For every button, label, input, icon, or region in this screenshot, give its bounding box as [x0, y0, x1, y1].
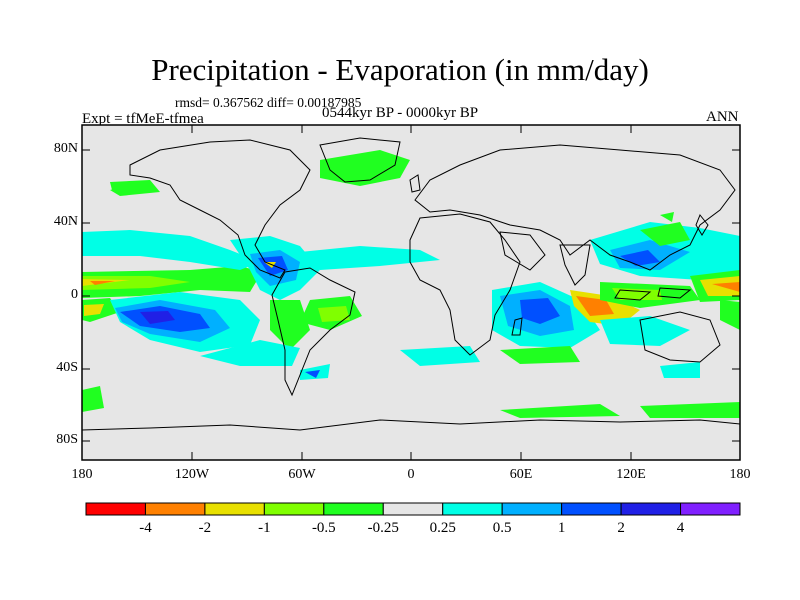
colorbar-label: 1	[557, 520, 566, 536]
lon-label-180e: 180	[729, 467, 751, 482]
colorbar	[85, 502, 741, 516]
lon-label-120w: 120W	[174, 467, 210, 482]
lon-label-180w: 180	[71, 467, 93, 482]
colorbar-segment	[323, 502, 384, 516]
colorbar-label: -1	[258, 520, 271, 536]
lon-label-120e: 120E	[616, 467, 646, 482]
colorbar-segment	[263, 502, 325, 516]
colorbar-label: -0.5	[311, 520, 336, 536]
season-label: ANN	[706, 109, 739, 125]
colorbar-segment	[620, 502, 682, 516]
lon-label-60e: 60E	[509, 467, 533, 482]
colorbar-label: 0.5	[492, 520, 512, 536]
period-label: 0544kyr BP - 0000kyr BP	[322, 105, 479, 121]
colorbar-label: 0.25	[429, 520, 456, 536]
colorbar-segment	[680, 502, 741, 516]
lon-label-0: 0	[407, 467, 415, 482]
stats-text: rmsd= 0.367562 diff= 0.00187985	[175, 95, 362, 110]
map-title: Precipitation - Evaporation (in mm/day)	[151, 52, 649, 87]
colorbar-label: 4	[676, 520, 685, 536]
colorbar-segment	[382, 502, 444, 516]
lat-label-80s: 80S	[56, 432, 78, 447]
lat-tick-marks	[82, 149, 740, 442]
lat-label-40s: 40S	[56, 360, 78, 375]
coastlines	[82, 137, 740, 431]
colorbar-label: 2	[617, 520, 625, 536]
colorbar-segment	[204, 502, 265, 516]
colorbar-segment	[442, 502, 503, 516]
colorbar-segment	[561, 502, 622, 516]
lat-label-0: 0	[71, 287, 78, 302]
lon-tick-marks	[81, 125, 632, 460]
colorbar-segment	[501, 502, 563, 516]
anomaly-shading	[82, 150, 740, 418]
lat-label-80n: 80N	[53, 141, 78, 156]
lon-label-60w: 60W	[288, 467, 316, 482]
colorbar-label: -4	[139, 520, 152, 536]
lat-label-40n: 40N	[53, 214, 78, 229]
colorbar-label: -2	[198, 520, 212, 536]
experiment-label: Expt = tfMeE-tfmea	[82, 111, 204, 127]
colorbar-label: -0.25	[367, 520, 399, 536]
colorbar-segment	[85, 502, 146, 516]
colorbar-segment	[144, 502, 206, 516]
